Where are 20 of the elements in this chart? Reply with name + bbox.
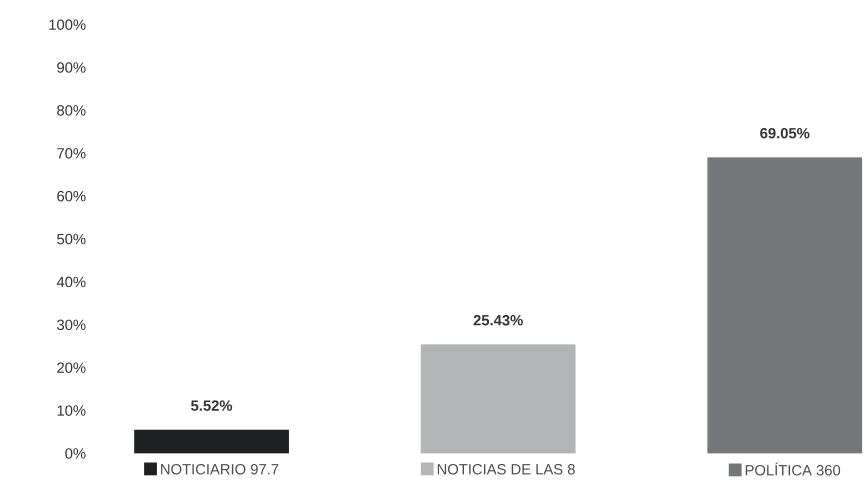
- x-tick-label: POLÍTICA 360: [746, 462, 840, 476]
- y-tick-label: 0%: [65, 448, 86, 459]
- y-tick-label: 50%: [57, 234, 86, 244]
- bar: [707, 157, 862, 454]
- y-tick-label: 70%: [57, 148, 86, 159]
- y-tick-label: 30%: [57, 320, 86, 330]
- y-tick-label: 60%: [57, 191, 86, 202]
- data-label: 69.05%: [760, 128, 810, 139]
- bar: [420, 344, 576, 454]
- data-label: 25.43%: [474, 315, 523, 326]
- y-tick-label: 80%: [57, 105, 86, 116]
- y-tick-label: 90%: [57, 62, 86, 73]
- x-tick-label: NOTICIAS DE LAS 8: [438, 464, 575, 475]
- y-tick-label: 10%: [58, 405, 86, 416]
- data-label: 5.52%: [191, 400, 232, 411]
- y-tick-label: 40%: [56, 276, 86, 288]
- y-tick-label: 100%: [49, 20, 86, 30]
- x-tick-label: NOTICIARIO 97.7: [161, 464, 278, 475]
- y-tick-label: 20%: [57, 362, 86, 374]
- bar: [134, 430, 289, 454]
